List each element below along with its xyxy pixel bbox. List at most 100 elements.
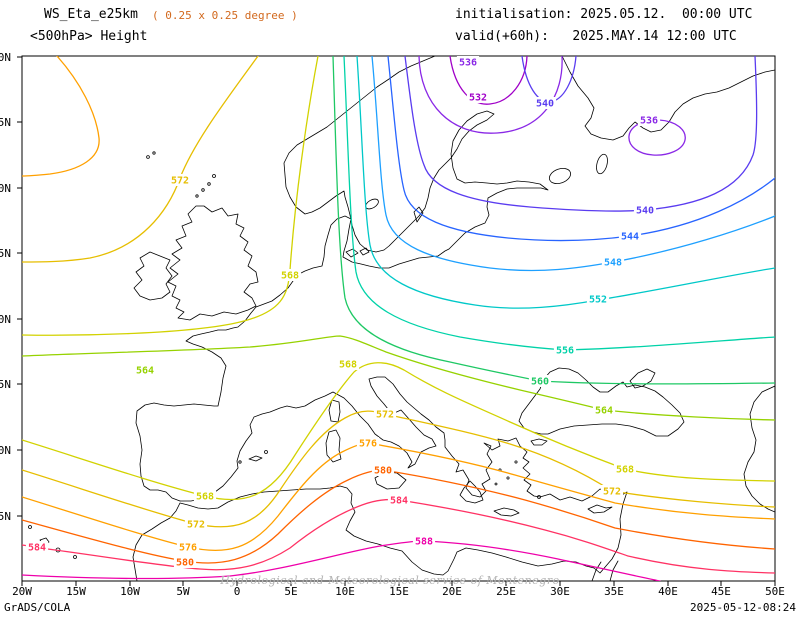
- contour-label: 536: [459, 58, 477, 69]
- contour-label: 588: [415, 537, 433, 548]
- contour-label-mask: [25, 541, 49, 553]
- contour-label: 580: [374, 466, 392, 477]
- islands-denmark: [345, 247, 370, 258]
- coast-black-sea: [518, 367, 685, 437]
- contour-label-mask: [553, 344, 577, 356]
- y-tick-label: 55N: [0, 247, 11, 260]
- contour-label-mask: [618, 230, 642, 242]
- contour-552: [356, 56, 775, 309]
- x-tick-label: 50E: [765, 585, 785, 598]
- valid-time: valid(+60h): 2025.MAY.14 12:00 UTC: [455, 29, 737, 44]
- lake-ladoga: [548, 168, 572, 184]
- coast-ireland: [133, 251, 173, 301]
- contour-label: 540: [536, 99, 554, 110]
- contour-label-mask: [456, 56, 480, 68]
- contour-label: 568: [196, 492, 214, 503]
- contour-label: 536: [640, 116, 658, 127]
- contour-label-mask: [466, 91, 490, 103]
- y-tick-label: 50N: [0, 313, 11, 326]
- contour-584: [22, 498, 775, 574]
- sea-of-marmara: [530, 438, 548, 446]
- island-gotland: [413, 206, 424, 223]
- field-title: <500hPa> Height: [30, 29, 148, 44]
- y-tick-label: 60N: [0, 182, 11, 195]
- contour-label: 552: [589, 295, 607, 306]
- y-tick-label: 35N: [0, 510, 11, 523]
- contour-label: 540: [636, 206, 654, 217]
- contour-label: 548: [604, 258, 622, 269]
- contour-556: [343, 56, 775, 351]
- x-tick-label: 35E: [604, 585, 624, 598]
- contour-label: 572: [603, 487, 621, 498]
- contour-label-mask: [278, 269, 302, 281]
- y-tick-label: 70N: [0, 51, 11, 64]
- y-tick-label: 45N: [0, 378, 11, 391]
- contour-564: [22, 335, 775, 421]
- contour-label-mask: [412, 535, 436, 547]
- contour-label-mask: [373, 408, 397, 420]
- lake-onega: [596, 153, 608, 175]
- contour-label-mask: [336, 358, 360, 370]
- contour-label-mask: [637, 114, 661, 126]
- creation-timestamp: 2025-05-12-08:24: [690, 601, 796, 614]
- coast-sea-of-azov: [629, 368, 656, 389]
- contour-label-mask: [133, 364, 157, 376]
- axis-layer: 20W 15W 10W 5W 0 5E 10E 15E 20E 25E 30E 35E 40E 45E 50…: [0, 51, 785, 598]
- contour-532: [449, 56, 528, 105]
- contour-label-mask: [601, 256, 625, 268]
- contour-label-mask: [586, 293, 610, 305]
- contour-536-main: [418, 56, 563, 134]
- x-tick-label: 15E: [389, 585, 409, 598]
- contour-label-mask: [387, 494, 411, 506]
- contour-label-mask: [533, 97, 557, 109]
- contour-label-mask: [633, 204, 657, 216]
- contour-label: 568: [339, 360, 357, 371]
- contour-label: 544: [621, 232, 639, 243]
- contour-label: 584: [28, 543, 46, 554]
- x-tick-label: 25E: [496, 585, 516, 598]
- coastlines: [28, 56, 775, 581]
- contour-label-mask: [193, 490, 217, 502]
- initialisation-time: initialisation: 2025.05.12. 00:00 UTC: [455, 7, 753, 22]
- x-tick-label: 45E: [711, 585, 731, 598]
- contour-540-col: [521, 56, 577, 103]
- contour-572-northwest: [22, 56, 259, 263]
- contour-label-mask: [356, 437, 380, 449]
- x-tick-label: 10W: [120, 585, 140, 598]
- contour-560: [332, 56, 775, 385]
- contour-label: 564: [136, 366, 154, 377]
- island-corsica: [328, 399, 341, 423]
- island-balearics: [248, 455, 263, 462]
- contour-label: 568: [616, 465, 634, 476]
- small-islands: [28, 151, 541, 559]
- contour-label: 576: [179, 543, 197, 554]
- watermark: Hydrological and Meteorological service …: [220, 574, 560, 587]
- x-tick-label: 20E: [442, 585, 462, 598]
- coast-north-africa-levant-turkey: [132, 445, 628, 581]
- contour-label: 564: [595, 406, 613, 417]
- x-tick-label: 30E: [550, 585, 570, 598]
- x-tick-label: 10E: [335, 585, 355, 598]
- island-cyprus: [587, 504, 613, 514]
- contour-label-mask: [528, 375, 552, 387]
- grads-credit: GrADS/COLA: [4, 601, 71, 614]
- contour-588: [22, 540, 661, 581]
- contour-label-mask: [600, 485, 624, 497]
- contour-label: 560: [531, 377, 549, 388]
- contour-548: [371, 56, 775, 272]
- model-title: WS_Eta_e25km: [44, 7, 138, 22]
- contour-label: 584: [390, 496, 408, 507]
- contour-label: 576: [359, 439, 377, 450]
- contour-label-mask: [176, 541, 200, 553]
- x-tick-label: 20W: [12, 585, 32, 598]
- y-tick-label: 65N: [0, 116, 11, 129]
- coast-peloponnese: [459, 480, 484, 504]
- x-tick-label: 40E: [658, 585, 678, 598]
- contour-576-corner: [22, 56, 100, 177]
- contour-540: [404, 56, 758, 212]
- contour-labels: 536 532 540 536 540 544 548 552 556 560 564 568 572 5…: [25, 56, 661, 569]
- contour-label: 572: [171, 176, 189, 187]
- contour-label: 532: [469, 93, 487, 104]
- x-tick-label: 5W: [176, 585, 190, 598]
